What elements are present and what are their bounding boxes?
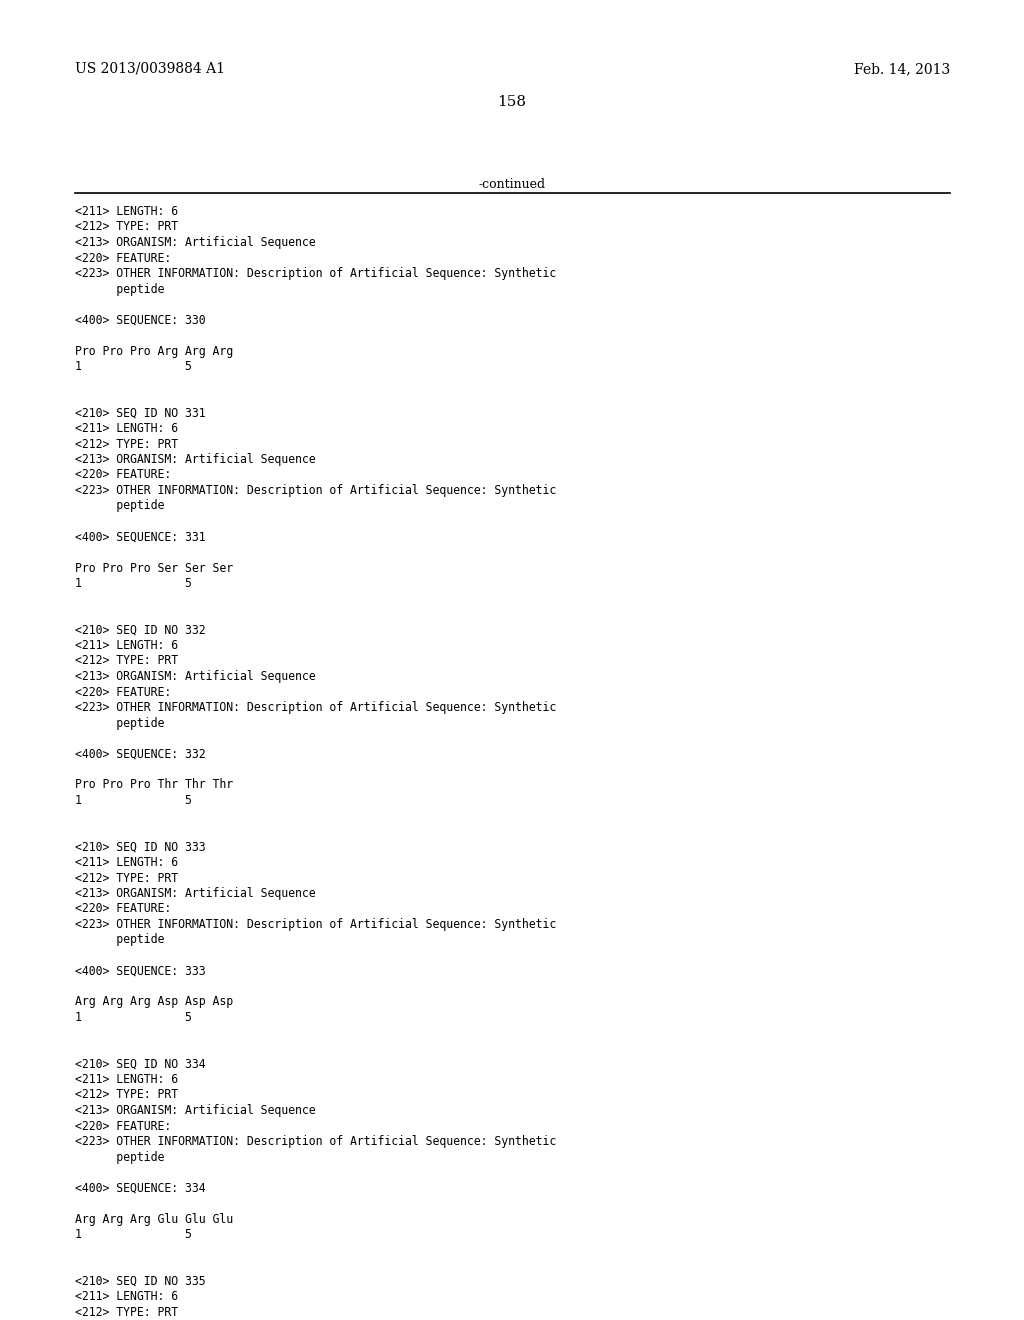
Text: <211> LENGTH: 6: <211> LENGTH: 6: [75, 639, 178, 652]
Text: <212> TYPE: PRT: <212> TYPE: PRT: [75, 655, 178, 668]
Text: <210> SEQ ID NO 335: <210> SEQ ID NO 335: [75, 1275, 206, 1287]
Text: <213> ORGANISM: Artificial Sequence: <213> ORGANISM: Artificial Sequence: [75, 236, 315, 249]
Text: Feb. 14, 2013: Feb. 14, 2013: [854, 62, 950, 77]
Text: 1               5: 1 5: [75, 1228, 191, 1241]
Text: peptide: peptide: [75, 717, 165, 730]
Text: <212> TYPE: PRT: <212> TYPE: PRT: [75, 220, 178, 234]
Text: 1               5: 1 5: [75, 1011, 191, 1024]
Text: 1               5: 1 5: [75, 577, 191, 590]
Text: <212> TYPE: PRT: <212> TYPE: PRT: [75, 1089, 178, 1101]
Text: <220> FEATURE:: <220> FEATURE:: [75, 903, 171, 916]
Text: <210> SEQ ID NO 333: <210> SEQ ID NO 333: [75, 841, 206, 854]
Text: Pro Pro Pro Ser Ser Ser: Pro Pro Pro Ser Ser Ser: [75, 561, 233, 574]
Text: Arg Arg Arg Glu Glu Glu: Arg Arg Arg Glu Glu Glu: [75, 1213, 233, 1225]
Text: <400> SEQUENCE: 332: <400> SEQUENCE: 332: [75, 747, 206, 760]
Text: <223> OTHER INFORMATION: Description of Artificial Sequence: Synthetic: <223> OTHER INFORMATION: Description of …: [75, 484, 556, 498]
Text: <210> SEQ ID NO 331: <210> SEQ ID NO 331: [75, 407, 206, 420]
Text: <220> FEATURE:: <220> FEATURE:: [75, 252, 171, 264]
Text: Pro Pro Pro Arg Arg Arg: Pro Pro Pro Arg Arg Arg: [75, 345, 233, 358]
Text: <213> ORGANISM: Artificial Sequence: <213> ORGANISM: Artificial Sequence: [75, 1104, 315, 1117]
Text: Arg Arg Arg Asp Asp Asp: Arg Arg Arg Asp Asp Asp: [75, 995, 233, 1008]
Text: <211> LENGTH: 6: <211> LENGTH: 6: [75, 1290, 178, 1303]
Text: <213> ORGANISM: Artificial Sequence: <213> ORGANISM: Artificial Sequence: [75, 887, 315, 900]
Text: <223> OTHER INFORMATION: Description of Artificial Sequence: Synthetic: <223> OTHER INFORMATION: Description of …: [75, 917, 556, 931]
Text: Pro Pro Pro Thr Thr Thr: Pro Pro Pro Thr Thr Thr: [75, 779, 233, 792]
Text: <223> OTHER INFORMATION: Description of Artificial Sequence: Synthetic: <223> OTHER INFORMATION: Description of …: [75, 267, 556, 280]
Text: <212> TYPE: PRT: <212> TYPE: PRT: [75, 437, 178, 450]
Text: 1               5: 1 5: [75, 360, 191, 374]
Text: 158: 158: [498, 95, 526, 110]
Text: <400> SEQUENCE: 333: <400> SEQUENCE: 333: [75, 965, 206, 978]
Text: <400> SEQUENCE: 330: <400> SEQUENCE: 330: [75, 314, 206, 326]
Text: peptide: peptide: [75, 933, 165, 946]
Text: -continued: -continued: [478, 178, 546, 191]
Text: <400> SEQUENCE: 331: <400> SEQUENCE: 331: [75, 531, 206, 544]
Text: peptide: peptide: [75, 499, 165, 512]
Text: <400> SEQUENCE: 334: <400> SEQUENCE: 334: [75, 1181, 206, 1195]
Text: <211> LENGTH: 6: <211> LENGTH: 6: [75, 1073, 178, 1086]
Text: <213> ORGANISM: Artificial Sequence: <213> ORGANISM: Artificial Sequence: [75, 453, 315, 466]
Text: <220> FEATURE:: <220> FEATURE:: [75, 685, 171, 698]
Text: <220> FEATURE:: <220> FEATURE:: [75, 469, 171, 482]
Text: <220> FEATURE:: <220> FEATURE:: [75, 1119, 171, 1133]
Text: peptide: peptide: [75, 1151, 165, 1163]
Text: US 2013/0039884 A1: US 2013/0039884 A1: [75, 62, 225, 77]
Text: <211> LENGTH: 6: <211> LENGTH: 6: [75, 855, 178, 869]
Text: <213> ORGANISM: Artificial Sequence: <213> ORGANISM: Artificial Sequence: [75, 671, 315, 682]
Text: peptide: peptide: [75, 282, 165, 296]
Text: <212> TYPE: PRT: <212> TYPE: PRT: [75, 1305, 178, 1319]
Text: 1               5: 1 5: [75, 795, 191, 807]
Text: <210> SEQ ID NO 332: <210> SEQ ID NO 332: [75, 623, 206, 636]
Text: <212> TYPE: PRT: <212> TYPE: PRT: [75, 871, 178, 884]
Text: <210> SEQ ID NO 334: <210> SEQ ID NO 334: [75, 1057, 206, 1071]
Text: <211> LENGTH: 6: <211> LENGTH: 6: [75, 422, 178, 436]
Text: <223> OTHER INFORMATION: Description of Artificial Sequence: Synthetic: <223> OTHER INFORMATION: Description of …: [75, 701, 556, 714]
Text: <211> LENGTH: 6: <211> LENGTH: 6: [75, 205, 178, 218]
Text: <223> OTHER INFORMATION: Description of Artificial Sequence: Synthetic: <223> OTHER INFORMATION: Description of …: [75, 1135, 556, 1148]
